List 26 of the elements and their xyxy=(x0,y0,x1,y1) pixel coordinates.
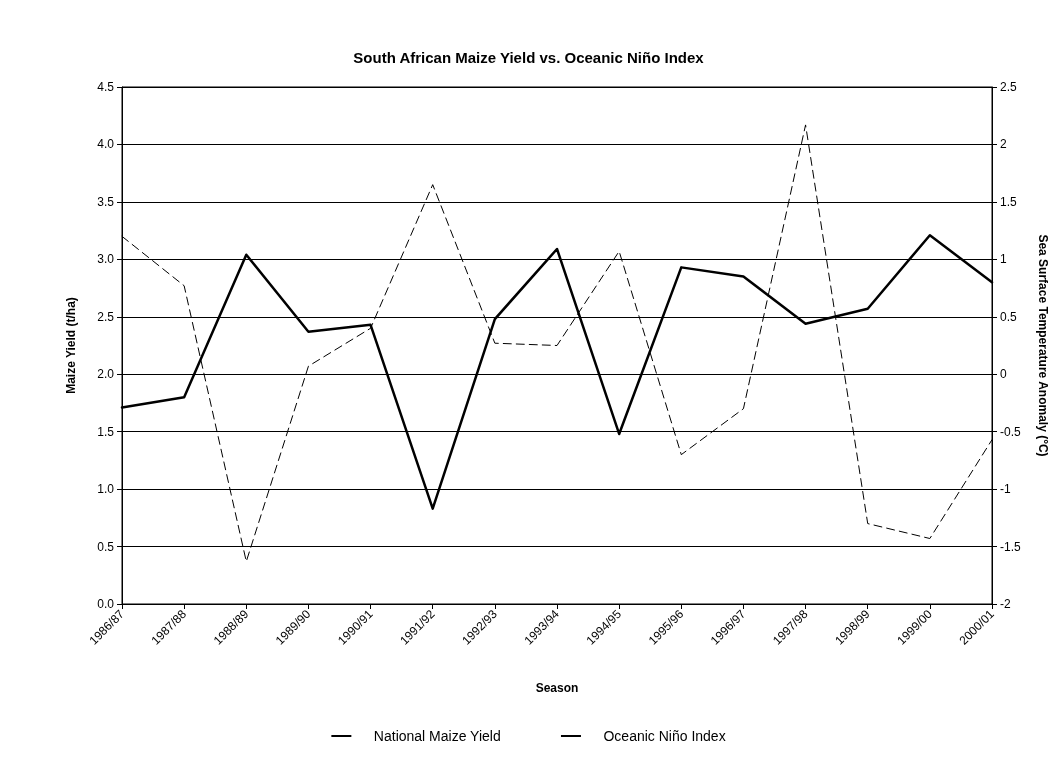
y-tick-label: 0.5 xyxy=(97,539,115,554)
y-tick-label: 3.0 xyxy=(97,252,115,267)
y2-tick-label: 0 xyxy=(1000,367,1007,382)
y2-tick-label: -1.5 xyxy=(1000,539,1021,554)
y2-tick-label: 1 xyxy=(1000,252,1007,267)
y-tick-label: 4.0 xyxy=(97,137,115,152)
legend-label: National Maize Yield xyxy=(373,728,501,744)
y2-tick-label: 0.5 xyxy=(1000,309,1018,324)
y2-tick-label: -0.5 xyxy=(1000,424,1021,439)
x-axis-title: Season xyxy=(535,681,579,695)
y-tick-label: 1.5 xyxy=(97,424,115,439)
y2-axis-title: Sea Surface Temperature Anomaly (°C) xyxy=(1036,234,1050,457)
chart-title: South African Maize Yield vs. Oceanic Niño Index xyxy=(353,49,705,66)
y-tick-label: 3.5 xyxy=(97,194,115,209)
y2-tick-label: 2 xyxy=(1000,137,1007,152)
y-tick-label: 2.5 xyxy=(97,309,115,324)
y-axis-title: Maize Yield (t/ha) xyxy=(64,297,78,394)
y2-tick-label: 1.5 xyxy=(1000,194,1018,209)
y2-tick-label: 2.5 xyxy=(1000,80,1018,94)
y2-tick-label: -2 xyxy=(1000,597,1011,611)
y-tick-label: 0.0 xyxy=(97,597,115,611)
y2-tick-label: -1 xyxy=(1000,482,1011,497)
legend-label: Oceanic Niño Index xyxy=(603,728,726,744)
y-tick-label: 4.5 xyxy=(97,80,115,94)
y-tick-label: 1.0 xyxy=(97,482,115,497)
y-tick-label: 2.0 xyxy=(97,367,115,382)
